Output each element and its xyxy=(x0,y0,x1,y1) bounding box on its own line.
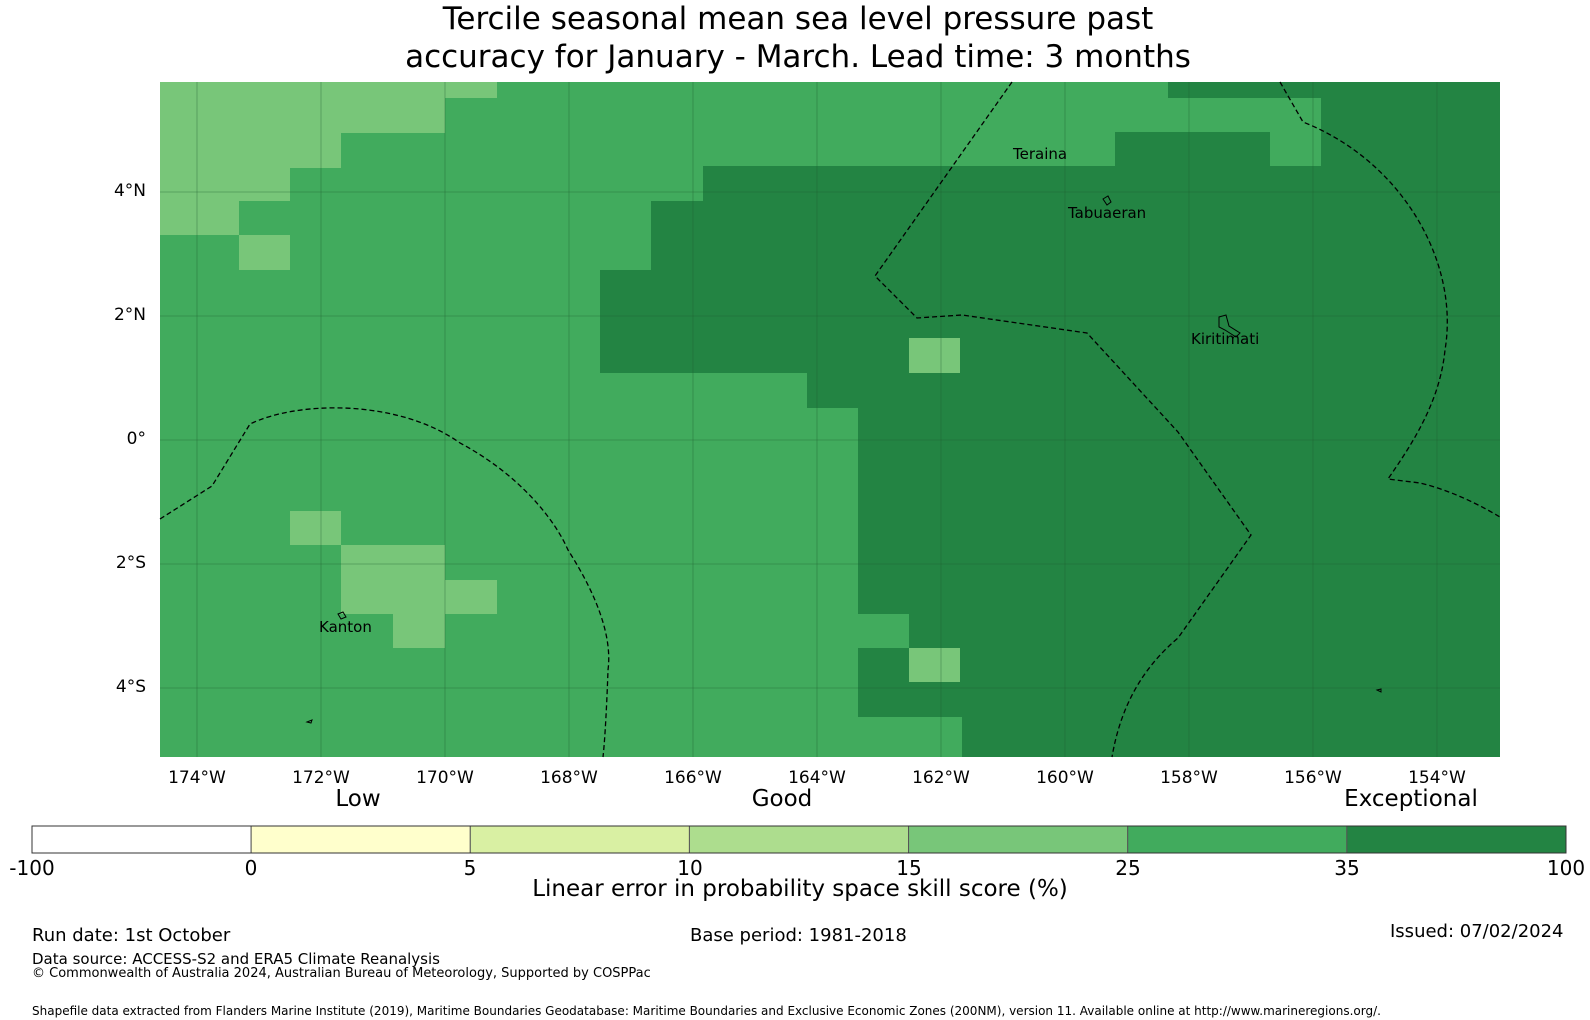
cbar-tick-35: 35 xyxy=(1334,856,1360,880)
title-line-1: Tercile seasonal mean sea level pressure… xyxy=(442,1,1154,37)
lat-label-0: 0° xyxy=(126,429,146,449)
lon-label-164w: 164°W xyxy=(788,768,846,788)
region-moderate-3 xyxy=(341,545,497,648)
colorbar-segment-3 xyxy=(688,825,910,854)
run-date: Run date: 1st October xyxy=(32,925,231,946)
base-period: Base period: 1981-2018 xyxy=(690,925,907,946)
colorbar-label: Linear error in probability space skill … xyxy=(532,876,1068,902)
lon-label-154w: 154°W xyxy=(1408,768,1466,788)
label-kanton: Kanton xyxy=(319,618,372,636)
cbar-tick-100: 100 xyxy=(1546,856,1586,880)
cbar-tick-25: 25 xyxy=(1115,856,1141,880)
colorbar-segment-0 xyxy=(31,825,252,854)
cbar-tick-15: 15 xyxy=(896,856,922,880)
eez-east-boundary xyxy=(1279,81,1501,518)
chart-title: Tercile seasonal mean sea level pressure… xyxy=(0,0,1590,76)
tabuaeran-island xyxy=(1102,195,1112,206)
lat-label-4s: 4°S xyxy=(115,677,146,697)
region-moderate-nw xyxy=(160,82,497,235)
lon-label-166w: 166°W xyxy=(664,768,722,788)
category-low: Low xyxy=(335,786,381,812)
cbar-tick-minus100: -100 xyxy=(9,856,55,880)
map-fill-regions xyxy=(160,82,1500,757)
region-good-inlay-1 xyxy=(858,614,909,648)
region-moderate-4 xyxy=(909,338,960,373)
lon-label-172w: 172°W xyxy=(292,768,350,788)
colorbar-segment-6 xyxy=(1346,825,1567,854)
colorbar xyxy=(31,825,1567,854)
islands xyxy=(305,195,1382,724)
small-island-1 xyxy=(305,719,313,724)
kanton-island xyxy=(337,611,347,620)
colorbar-segment-2 xyxy=(469,825,690,854)
colorbar-border xyxy=(31,825,1567,854)
region-moderate-2 xyxy=(290,511,341,545)
cbar-tick-5: 5 xyxy=(463,856,477,880)
graticule xyxy=(160,82,1500,757)
lat-label-2s: 2°S xyxy=(115,553,146,573)
label-kiritimati: Kiritimati xyxy=(1191,330,1260,348)
region-good-inlay-ne xyxy=(1115,98,1321,166)
cbar-tick-0: 0 xyxy=(244,856,258,880)
lat-label-4n: 4°N xyxy=(113,181,146,201)
copyright: © Commonwealth of Australia 2024, Austra… xyxy=(32,966,651,981)
lon-label-174w: 174°W xyxy=(168,768,226,788)
category-good: Good xyxy=(751,786,813,812)
lon-label-160w: 160°W xyxy=(1036,768,1094,788)
colorbar-segment-4 xyxy=(908,825,1129,854)
title-line-2: accuracy for January - March. Lead time:… xyxy=(405,39,1191,75)
issued-date: Issued: 07/02/2024 xyxy=(1390,921,1564,942)
region-moderate-1 xyxy=(239,235,290,270)
lon-label-168w: 168°W xyxy=(540,768,598,788)
region-exceptional xyxy=(600,82,1500,757)
eez-kanton-boundary xyxy=(159,407,610,758)
cbar-tick-10: 10 xyxy=(677,856,703,880)
category-exceptional: Exceptional xyxy=(1344,786,1478,812)
lon-label-156w: 156°W xyxy=(1284,768,1342,788)
label-tabuaeran: Tabuaeran xyxy=(1068,204,1147,222)
lon-label-158w: 158°W xyxy=(1160,768,1218,788)
data-source: Data source: ACCESS-S2 and ERA5 Climate … xyxy=(32,950,440,968)
region-good-inlay-2 xyxy=(858,717,962,757)
shapefile-credit: Shapefile data extracted from Flanders M… xyxy=(32,1004,1381,1018)
eez-boundaries xyxy=(159,81,1501,758)
colorbar-segment-1 xyxy=(250,825,471,854)
kiritimati-island xyxy=(1218,314,1241,338)
colorbar-segment-5 xyxy=(1127,825,1348,854)
small-island-2 xyxy=(1375,688,1382,693)
lat-label-2n: 2°N xyxy=(113,305,146,325)
lon-label-162w: 162°W xyxy=(912,768,970,788)
label-teraina: Teraina xyxy=(1013,145,1068,163)
region-moderate-5 xyxy=(909,648,960,682)
lon-label-170w: 170°W xyxy=(416,768,474,788)
